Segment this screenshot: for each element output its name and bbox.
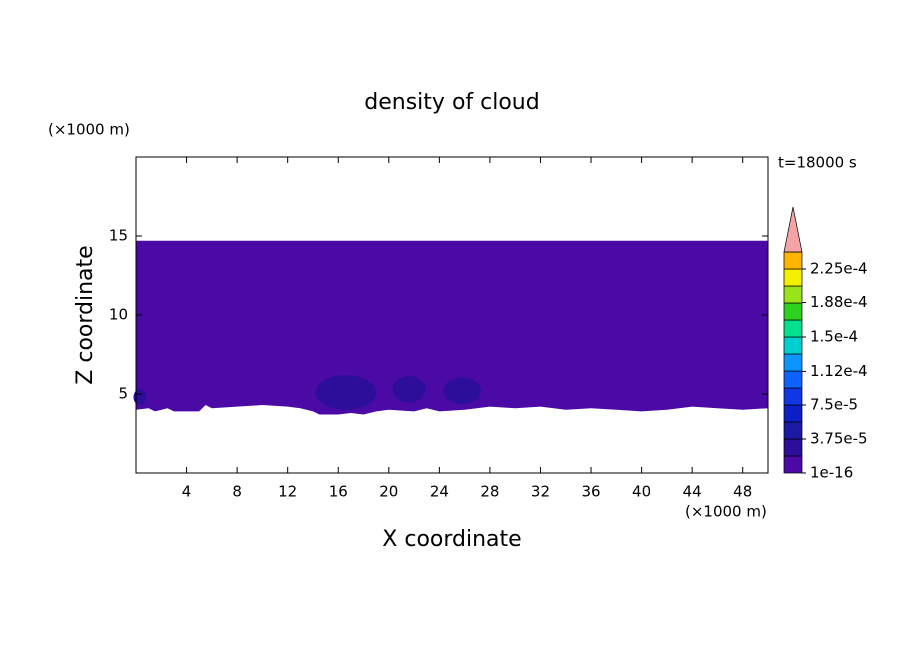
x-tick-label: 20 xyxy=(379,483,398,501)
colorbar-box xyxy=(783,404,803,423)
x-tick-label: 4 xyxy=(182,483,192,501)
x-tick-label: 44 xyxy=(683,483,702,501)
colorbar-box xyxy=(783,336,803,355)
colorbar-box xyxy=(783,455,803,474)
cloud-cell xyxy=(133,389,147,406)
x-tick-label: 16 xyxy=(329,483,348,501)
x-tick-label: 36 xyxy=(581,483,600,501)
x-tick-label: 32 xyxy=(531,483,550,501)
time-label: t=18000 s xyxy=(778,154,857,172)
cloud-cell xyxy=(392,375,426,403)
x-tick-label: 24 xyxy=(430,483,449,501)
colorbar-label: 1.12e-4 xyxy=(810,362,868,380)
x-tick-label: 8 xyxy=(232,483,242,501)
x-tick-label: 48 xyxy=(733,483,752,501)
colorbar-label: 1e-16 xyxy=(810,464,853,482)
x-axis-label: X coordinate xyxy=(382,527,521,552)
y-tick-label: 5 xyxy=(118,385,128,403)
y-axis-label: Z coordinate xyxy=(73,245,98,384)
x-tick-label: 12 xyxy=(278,483,297,501)
colorbar-label: 1.88e-4 xyxy=(810,293,868,311)
colorbar-box xyxy=(783,438,803,457)
colorbar-extend xyxy=(783,206,803,253)
colorbar-box xyxy=(783,370,803,389)
cloud-region xyxy=(136,240,768,415)
x-tick-label: 40 xyxy=(632,483,651,501)
chart-title: density of cloud xyxy=(364,90,539,115)
cloud-cell xyxy=(315,375,377,410)
colorbar-box xyxy=(783,421,803,440)
colorbar-box xyxy=(783,268,803,287)
y-tick-label: 10 xyxy=(109,306,128,324)
cloud-cell xyxy=(443,377,482,405)
colorbar-box xyxy=(783,319,803,338)
colorbar-label: 7.5e-5 xyxy=(810,396,858,414)
colorbar-box xyxy=(783,285,803,304)
colorbar-label: 2.25e-4 xyxy=(810,260,868,278)
x-unit: (×1000 m) xyxy=(685,503,767,521)
y-tick-label: 15 xyxy=(109,227,128,245)
colorbar-box xyxy=(783,302,803,321)
colorbar-box xyxy=(783,387,803,406)
colorbar-box xyxy=(783,353,803,372)
colorbar-label: 3.75e-5 xyxy=(810,430,868,448)
x-tick-label: 28 xyxy=(480,483,499,501)
colorbar-box xyxy=(783,251,803,270)
colorbar-label: 1.5e-4 xyxy=(810,328,858,346)
y-unit: (×1000 m) xyxy=(48,121,130,139)
